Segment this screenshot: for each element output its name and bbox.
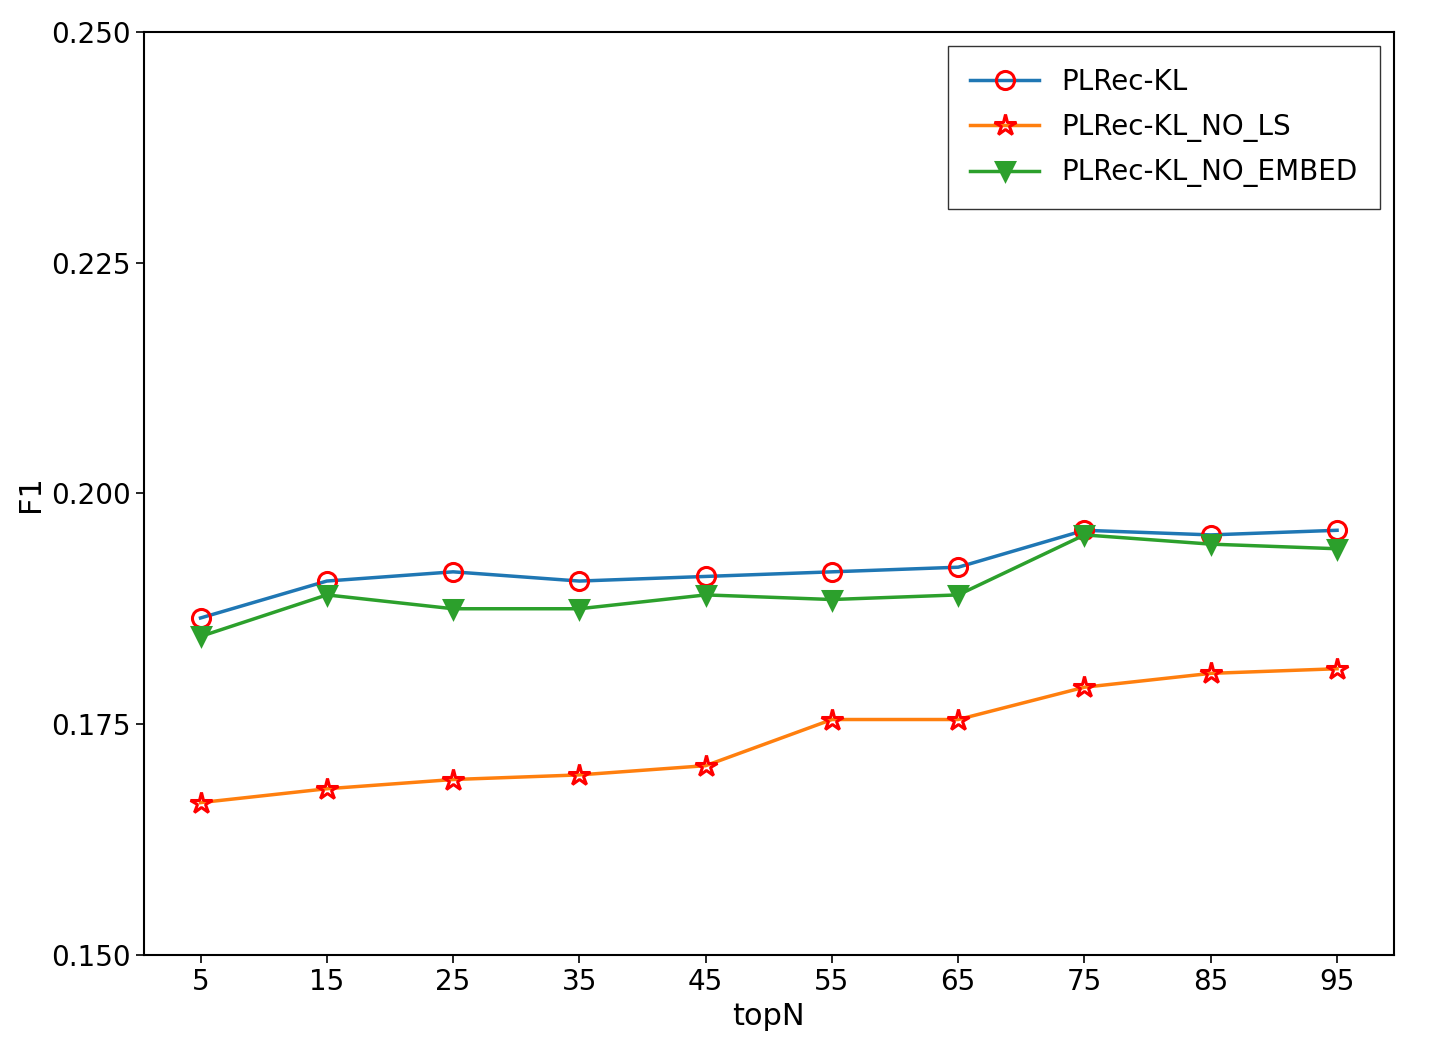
X-axis label: topN: topN [733,1002,805,1030]
PLRec-KL [1076,524,1094,537]
PLRec-KL_NO_EMBED [697,589,714,602]
PLRec-KL_NO_EMBED [444,603,461,615]
PLRec-KL [823,566,841,578]
PLRec-KL_NO_LS [570,768,588,781]
PLRec-KL [193,611,210,624]
PLRec-KL_NO_LS [950,713,967,726]
Legend: PLRec-KL, PLRec-KL_NO_LS, PLRec-KL_NO_EMBED: PLRec-KL, PLRec-KL_NO_LS, PLRec-KL_NO_EM… [947,46,1380,209]
PLRec-KL_NO_EMBED [1328,542,1345,555]
Y-axis label: F1: F1 [16,475,45,511]
PLRec-KL_NO_EMBED [1203,538,1220,551]
PLRec-KL [1328,524,1345,537]
PLRec-KL_NO_LS [1076,681,1094,694]
PLRec-KL_NO_LS [1203,667,1220,680]
PLRec-KL [570,575,588,588]
PLRec-KL_NO_EMBED [570,603,588,615]
PLRec-KL [444,566,461,578]
Line: PLRec-KL: PLRec-KL [191,521,1346,627]
PLRec-KL_NO_EMBED [318,589,335,602]
PLRec-KL_NO_LS [444,773,461,786]
PLRec-KL [697,570,714,582]
Line: PLRec-KL_NO_LS: PLRec-KL_NO_LS [190,658,1348,814]
PLRec-KL [1203,528,1220,541]
PLRec-KL_NO_EMBED [823,593,841,606]
PLRec-KL_NO_LS [193,796,210,808]
PLRec-KL_NO_LS [1328,662,1345,675]
PLRec-KL_NO_EMBED [950,589,967,602]
PLRec-KL [318,575,335,588]
PLRec-KL_NO_LS [823,713,841,726]
PLRec-KL_NO_EMBED [193,630,210,643]
PLRec-KL_NO_EMBED [1076,528,1094,541]
PLRec-KL [950,561,967,574]
Line: PLRec-KL_NO_EMBED: PLRec-KL_NO_EMBED [191,526,1346,645]
PLRec-KL_NO_LS [318,782,335,795]
PLRec-KL_NO_LS [697,760,714,772]
